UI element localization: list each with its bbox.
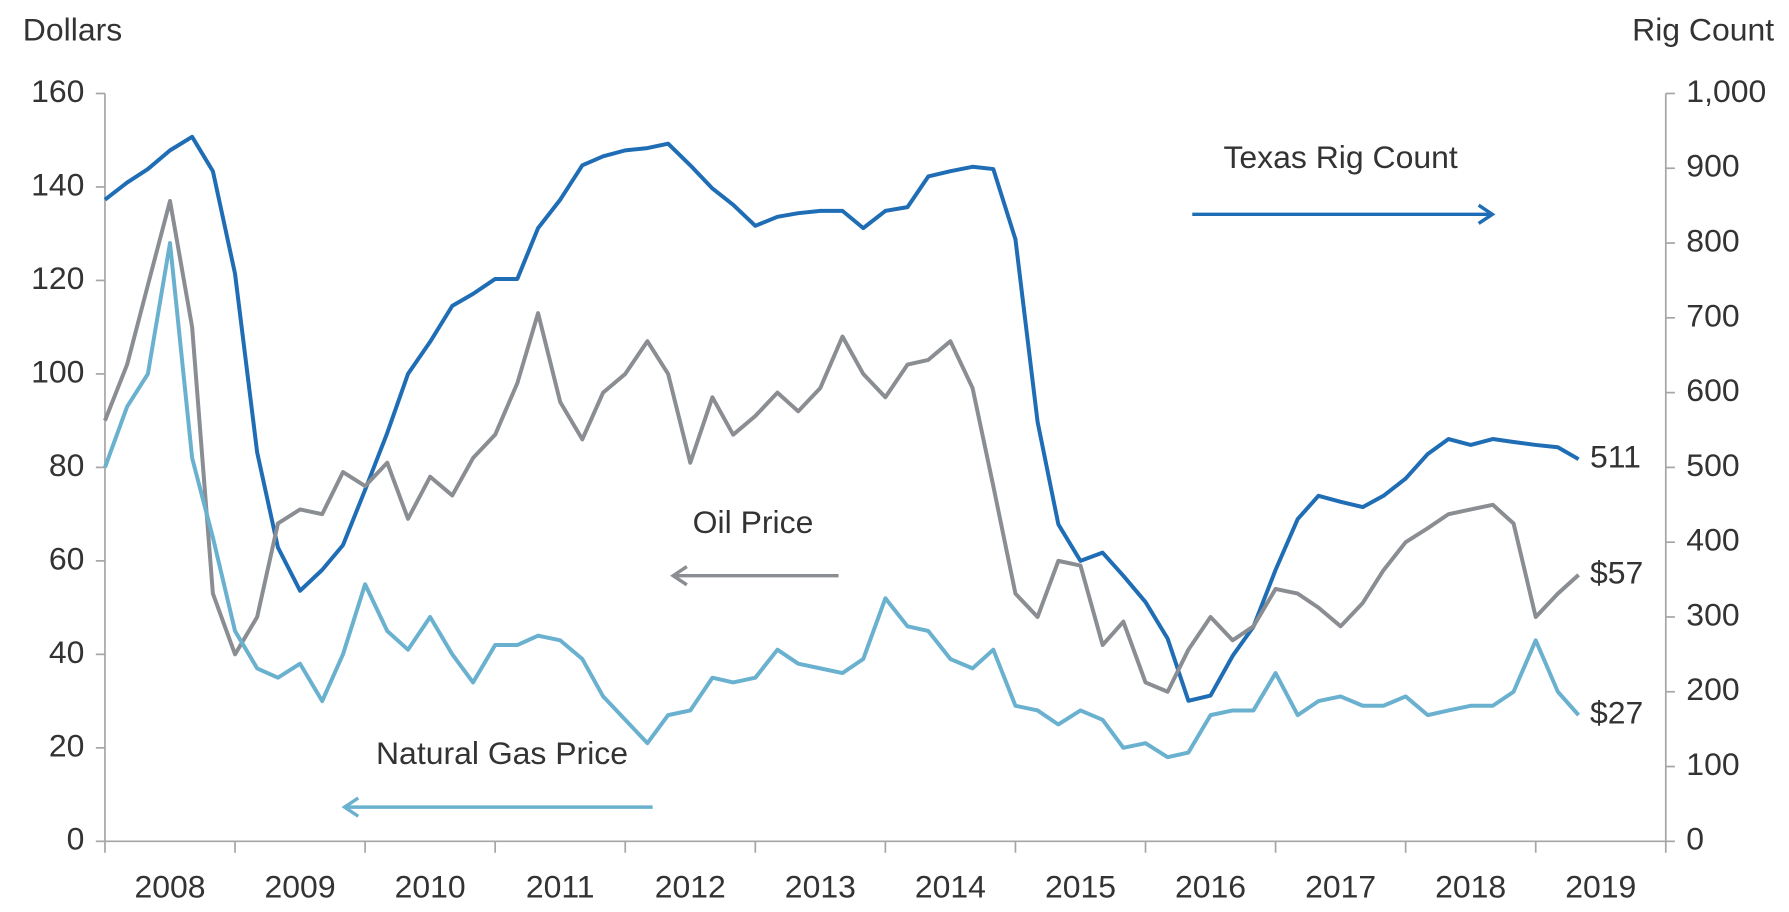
y-tick-label: 80 (49, 447, 85, 483)
x-tick-label: 2008 (134, 869, 205, 905)
y2-tick-label: 1,000 (1686, 73, 1766, 109)
y-tick-label: 120 (31, 260, 84, 296)
y2-tick-label: 600 (1686, 372, 1739, 408)
x-tick-label: 2015 (1045, 869, 1116, 905)
y2-tick-label: 900 (1686, 148, 1739, 184)
y-tick-label: 140 (31, 166, 84, 202)
x-tick-label: 2016 (1175, 869, 1246, 905)
y-tick-label: 60 (49, 540, 85, 576)
rig-arrow (1192, 203, 1496, 225)
x-tick-label: 2018 (1435, 869, 1506, 905)
end-label: $27 (1590, 695, 1643, 731)
y2-tick-label: 100 (1686, 746, 1739, 782)
x-tick-label: 2011 (526, 869, 595, 905)
y2-tick-label: 400 (1686, 522, 1739, 558)
y2-tick-label: 200 (1686, 671, 1739, 707)
y2-tick-label: 700 (1686, 297, 1739, 333)
y-tick-label: 20 (49, 727, 85, 763)
x-tick-label: 2009 (265, 869, 336, 905)
x-tick-label: 2012 (655, 869, 726, 905)
y2-tick-label: 300 (1686, 596, 1739, 632)
y2-tick-label: 800 (1686, 222, 1739, 258)
y-tick-label: 40 (49, 634, 85, 670)
gas-arrow (341, 796, 653, 818)
end-label: 511 (1590, 439, 1641, 475)
oil-arrow (670, 565, 839, 587)
y-tick-label: 0 (67, 821, 85, 857)
y2-tick-label: 500 (1686, 447, 1739, 483)
y-tick-label: 100 (31, 353, 84, 389)
y2-tick-label: 0 (1686, 821, 1704, 857)
series-line (103, 134, 1580, 703)
series-annotation: Natural Gas Price (376, 735, 628, 771)
series-annotation: Oil Price (693, 504, 814, 540)
x-tick-label: 2010 (395, 869, 466, 905)
y-axis-title: Dollars (23, 11, 122, 47)
x-tick-label: 2014 (915, 869, 986, 905)
y-tick-label: 160 (31, 73, 84, 109)
series-line (103, 198, 1580, 694)
x-tick-label: 2019 (1565, 869, 1636, 905)
y2-axis-title: Rig Count (1632, 11, 1774, 47)
series-annotation: Texas Rig Count (1223, 139, 1457, 175)
x-tick-label: 2017 (1305, 869, 1376, 905)
x-tick-label: 2013 (785, 869, 856, 905)
end-label: $57 (1590, 554, 1643, 590)
series-line (103, 241, 1581, 760)
